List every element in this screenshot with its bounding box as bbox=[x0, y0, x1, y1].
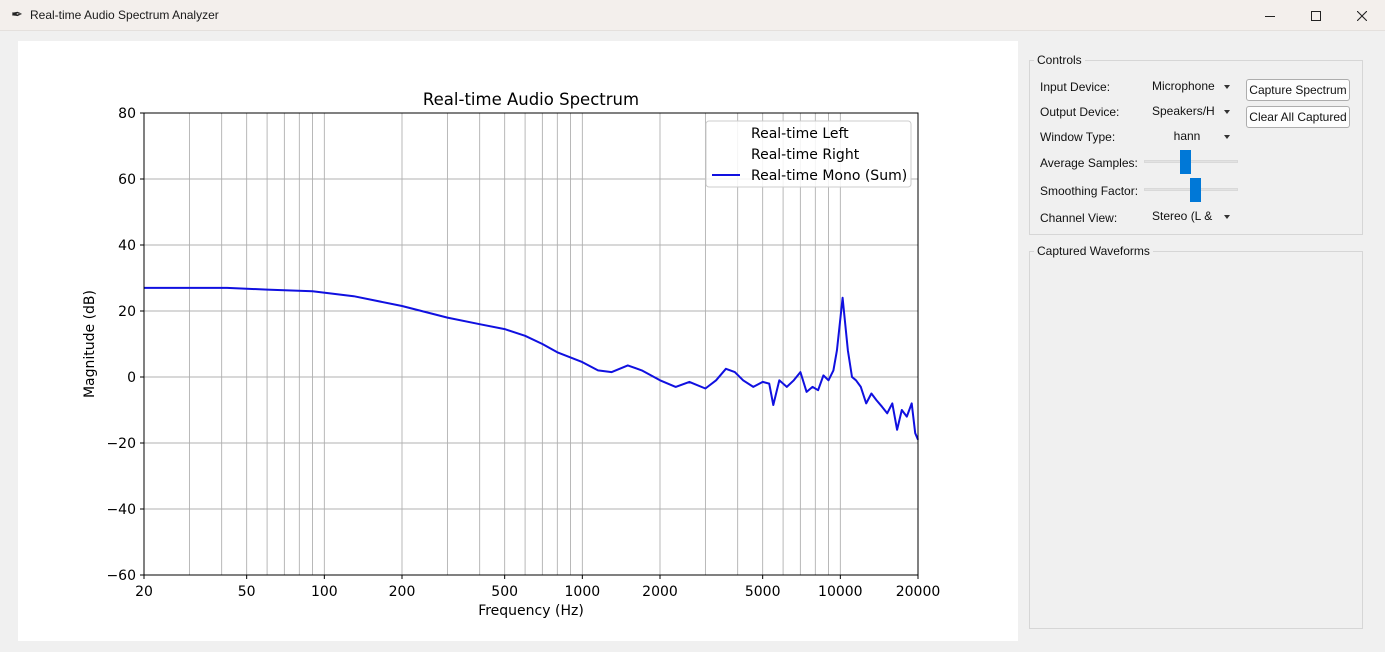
chevron-down-icon bbox=[1224, 110, 1230, 114]
minimize-icon bbox=[1265, 15, 1275, 17]
maximize-button[interactable] bbox=[1293, 0, 1339, 31]
window-type-label: Window Type: bbox=[1040, 130, 1116, 144]
input-device-value: Microphone bbox=[1152, 79, 1215, 93]
spectrum-chart: 20 50 100 200 500 1000 2000 5000 10000 20000−60−4… bbox=[82, 90, 941, 619]
legend-entry: Real-time Right bbox=[751, 147, 860, 163]
output-device-label: Output Device: bbox=[1040, 105, 1120, 119]
channel-view-value: Stereo (L & bbox=[1152, 209, 1213, 223]
y-tick-label: −40 bbox=[106, 502, 136, 518]
feather-icon: ✒ bbox=[11, 7, 23, 23]
smoothing-factor-label: Smoothing Factor: bbox=[1040, 184, 1139, 198]
legend-entry: Real-time Mono (Sum) bbox=[751, 168, 907, 184]
chevron-down-icon bbox=[1224, 215, 1230, 219]
input-device-select[interactable]: Microphone bbox=[1148, 77, 1238, 97]
x-tick-label: 1000 bbox=[565, 584, 601, 600]
captured-waveforms-frame bbox=[1029, 251, 1363, 629]
chevron-down-icon bbox=[1224, 85, 1230, 89]
slider-track bbox=[1144, 160, 1238, 163]
x-tick-label: 500 bbox=[491, 584, 518, 600]
spectrum-plot-canvas: 20 50 100 200 500 1000 2000 5000 10000 20000 −60 −4… bbox=[18, 41, 1018, 641]
legend-entry: Real-time Left bbox=[751, 126, 849, 142]
x-axis-label: Frequency (Hz) bbox=[478, 603, 584, 619]
y-tick-label: 40 bbox=[118, 238, 136, 254]
legend-box bbox=[705, 120, 912, 188]
y-tick-label: 0 bbox=[127, 370, 136, 386]
close-button[interactable] bbox=[1339, 0, 1385, 31]
input-device-label: Input Device: bbox=[1040, 80, 1111, 94]
window-type-value: hann bbox=[1173, 129, 1201, 143]
x-tick-label: 5000 bbox=[745, 584, 781, 600]
channel-view-select[interactable]: Stereo (L & bbox=[1148, 207, 1238, 227]
close-icon bbox=[1357, 10, 1367, 21]
average-samples-slider[interactable] bbox=[1144, 150, 1238, 174]
chart-title: Real-time Audio Spectrum bbox=[423, 90, 639, 109]
x-tick-label: 100 bbox=[311, 584, 338, 600]
x-tick-label: 20000 bbox=[896, 584, 941, 600]
y-tick-label: 60 bbox=[118, 172, 136, 188]
output-device-value: Speakers/H bbox=[1152, 104, 1215, 118]
y-tick-label: −20 bbox=[106, 436, 136, 452]
x-tick-label: 10000 bbox=[818, 584, 863, 600]
output-device-select[interactable]: Speakers/H bbox=[1148, 102, 1238, 122]
x-tick-label: 2000 bbox=[642, 584, 678, 600]
maximize-icon bbox=[1311, 10, 1321, 21]
window-type-select[interactable]: hann bbox=[1148, 127, 1238, 147]
channel-view-label: Channel View: bbox=[1040, 211, 1118, 225]
x-tick-label: 20 bbox=[135, 584, 153, 600]
title-bar: ✒ Real-time Audio Spectrum Analyzer bbox=[0, 0, 1385, 31]
controls-frame-label: Controls bbox=[1034, 53, 1085, 67]
chevron-down-icon bbox=[1224, 135, 1230, 139]
minimize-button[interactable] bbox=[1247, 0, 1293, 31]
plot-frame bbox=[143, 112, 919, 576]
x-tick-label: 50 bbox=[238, 584, 256, 600]
series-line-mono bbox=[144, 286, 919, 441]
y-tick-label: −60 bbox=[106, 568, 136, 584]
y-axis-label: Magnitude (dB) bbox=[82, 290, 98, 398]
smoothing-factor-slider[interactable] bbox=[1144, 178, 1238, 202]
y-tick-label: 80 bbox=[118, 106, 136, 122]
average-samples-label: Average Samples: bbox=[1040, 156, 1138, 170]
window-title: Real-time Audio Spectrum Analyzer bbox=[30, 8, 219, 22]
slider-thumb[interactable] bbox=[1190, 178, 1202, 202]
slider-thumb[interactable] bbox=[1179, 150, 1191, 174]
capture-spectrum-button[interactable]: Capture Spectrum bbox=[1246, 79, 1350, 101]
controls-frame bbox=[1029, 60, 1363, 235]
captured-waveforms-label: Captured Waveforms bbox=[1034, 244, 1153, 258]
clear-all-captured-button[interactable]: Clear All Captured bbox=[1246, 106, 1350, 128]
x-tick-label: 200 bbox=[389, 584, 416, 600]
y-tick-label: 20 bbox=[118, 304, 136, 320]
